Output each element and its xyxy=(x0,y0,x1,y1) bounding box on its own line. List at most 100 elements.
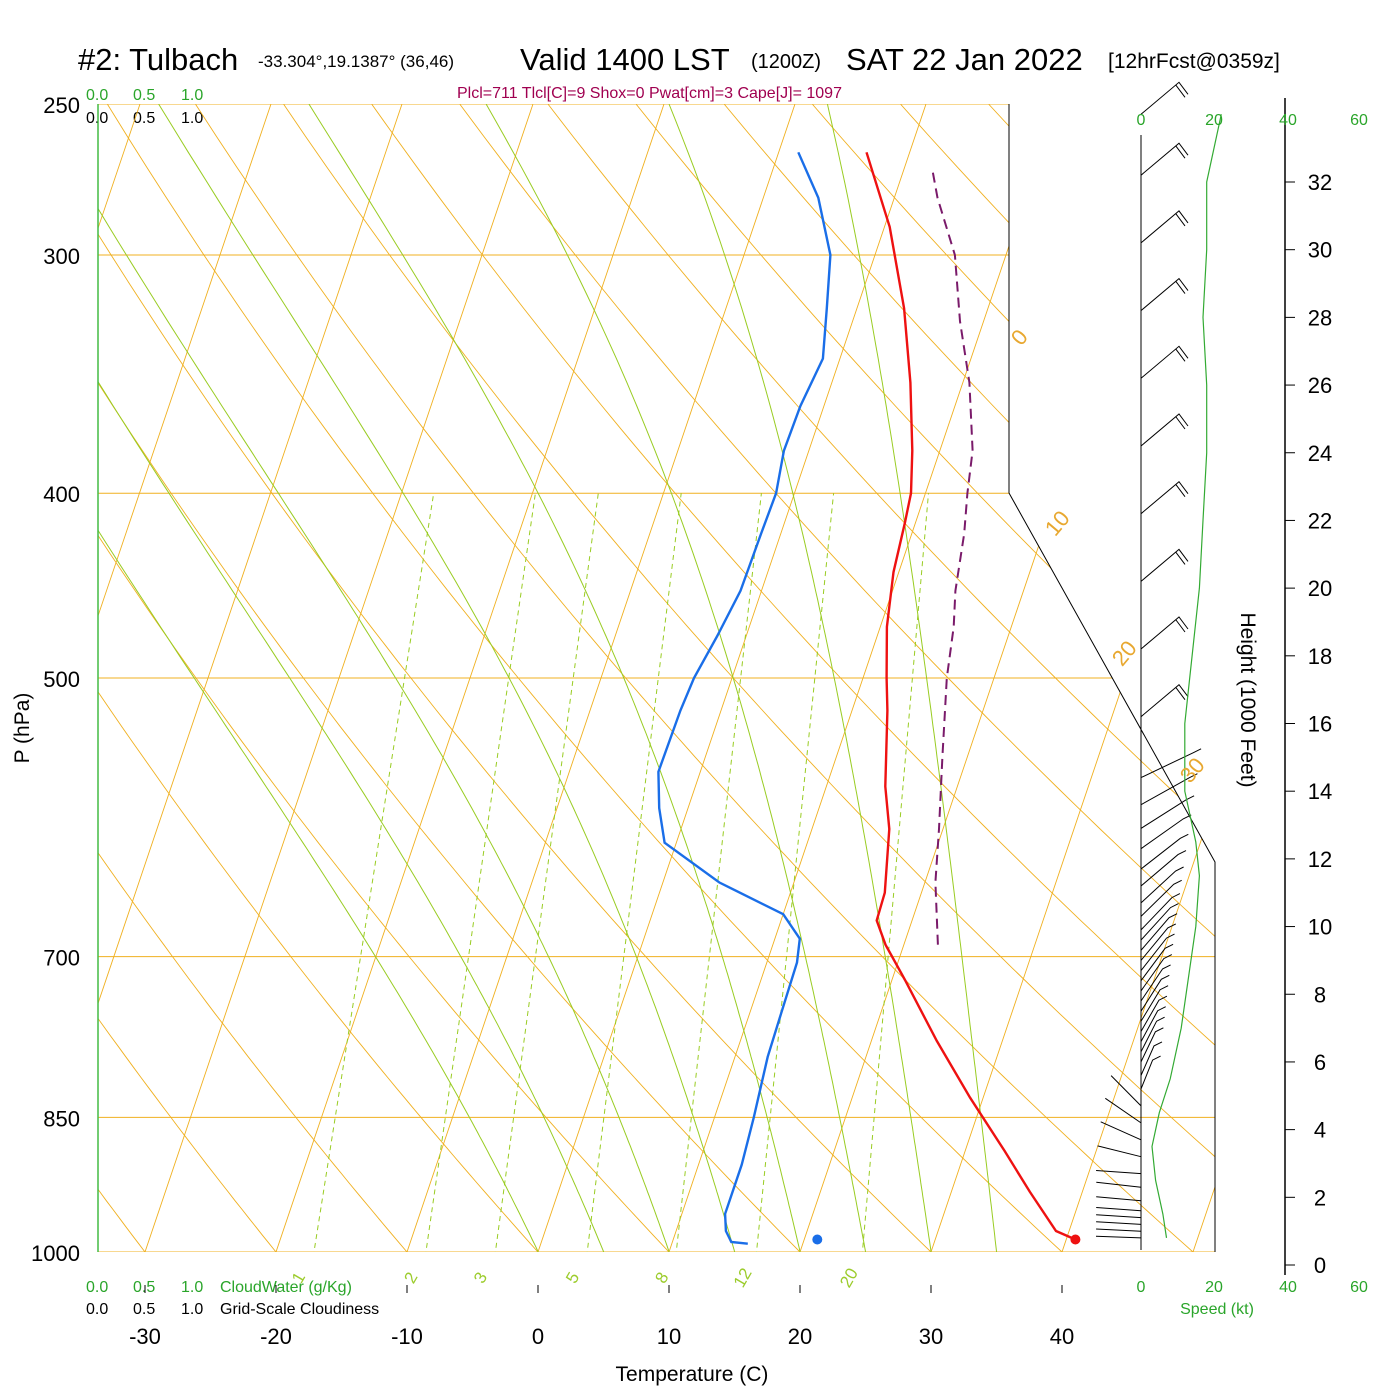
top-black-2: 1.0 xyxy=(181,110,203,127)
dry-adiabat xyxy=(753,104,1215,1252)
plot-boundary xyxy=(1008,104,1216,1252)
pressure-label: 500 xyxy=(43,667,80,692)
wind-speed-profile xyxy=(1151,114,1222,1238)
height-tick-label: 24 xyxy=(1308,441,1332,466)
wind-barb xyxy=(1140,943,1174,981)
x-tick-label: 0 xyxy=(532,1324,544,1349)
height-tick-label: 6 xyxy=(1314,1050,1326,1075)
isotherm-label-right: 10 xyxy=(1040,506,1075,541)
mixing-ratio-line xyxy=(489,493,599,1252)
cloudiness-label: Grid-Scale Cloudiness xyxy=(220,1301,379,1318)
isotherm xyxy=(392,104,819,1252)
isotherm-label-right: 0 xyxy=(1006,324,1033,349)
top-scale-green: 0.0 0.5 1.0 xyxy=(86,87,203,104)
wind-barb xyxy=(1140,974,1170,1012)
dry-adiabat xyxy=(98,104,1107,1252)
moist-adiabat xyxy=(445,104,874,1252)
wind-speed-ticks-bottom: 0 20 40 60 Speed (kt) xyxy=(1137,1279,1368,1318)
bottom-green-2: 1.0 xyxy=(181,1279,203,1296)
wind-barb xyxy=(1140,748,1202,779)
wind-barb xyxy=(1140,1055,1161,1090)
x-tick-label: 40 xyxy=(1050,1324,1074,1349)
wind-barb xyxy=(1096,1170,1142,1175)
mixing-ratio-label: 5 xyxy=(562,1269,583,1287)
surface-temperature-dot xyxy=(1070,1234,1081,1245)
height-tick-label: 12 xyxy=(1308,847,1332,872)
dry-adiabat xyxy=(409,104,1215,1252)
height-tick-label: 22 xyxy=(1308,508,1332,533)
height-tick-label: 10 xyxy=(1308,915,1332,940)
wind-barb xyxy=(1140,913,1178,951)
wind-barb xyxy=(1096,1214,1142,1219)
moist-adiabat xyxy=(98,104,621,1252)
dewpoint-line xyxy=(657,151,832,1245)
parcel-line xyxy=(931,167,974,945)
moist-adiabat xyxy=(810,104,1002,1252)
x-tick-label: -20 xyxy=(260,1324,292,1349)
wind-barb xyxy=(1140,1041,1163,1076)
wind-barb xyxy=(1140,683,1189,718)
bottom-black-2: 1.0 xyxy=(181,1301,203,1318)
isotherm xyxy=(1047,104,1215,1252)
bottom-scale-green: 0.0 0.5 1.0 CloudWater (g/Kg) xyxy=(86,1279,352,1296)
x-tick-label: 20 xyxy=(788,1324,812,1349)
bottom-scale-black: 0.0 0.5 1.0 Grid-Scale Cloudiness xyxy=(86,1301,379,1318)
isotherm xyxy=(523,104,950,1252)
dry-adiabat xyxy=(237,104,1215,1252)
surface-dewpoint-dot xyxy=(812,1234,823,1245)
height-axis-title: Height (1000 Feet) xyxy=(1236,612,1259,787)
valid-date: SAT 22 Jan 2022 xyxy=(846,42,1083,77)
mixing-ratio-label: 3 xyxy=(470,1269,491,1287)
y-axis-title: P (hPa) xyxy=(11,693,34,764)
height-tick-label: 20 xyxy=(1308,576,1332,601)
wind-speed-ticks-top: 0 20 40 60 xyxy=(1137,112,1368,129)
dry-adiabat xyxy=(151,104,1215,1252)
x-tick-label: -30 xyxy=(129,1324,161,1349)
dry-adiabat xyxy=(98,104,974,1252)
pressure-axis: 250 300 400 500 700 850 1000 xyxy=(31,93,80,1266)
wind-barb xyxy=(1097,1145,1142,1158)
wind-barb xyxy=(1140,933,1175,971)
wind-barb xyxy=(1096,1207,1142,1212)
wind-speed-top-60: 60 xyxy=(1350,112,1368,129)
isotherm xyxy=(1178,104,1215,1252)
height-tick-label: 18 xyxy=(1308,644,1332,669)
moist-adiabat xyxy=(116,104,747,1252)
moist-adiabat xyxy=(98,104,558,1252)
wind-barb xyxy=(1110,1075,1142,1107)
mixing-ratio-line xyxy=(671,493,762,1252)
dry-adiabat xyxy=(98,104,575,1252)
temperature-line xyxy=(865,151,1076,1241)
wind-barb xyxy=(1140,548,1189,582)
wind-barb xyxy=(1140,210,1189,244)
isotherm xyxy=(0,35,32,1292)
mixing-ratio-line xyxy=(307,493,435,1252)
mixing-ratio-line xyxy=(751,493,835,1252)
mixing-ratio-line xyxy=(858,493,929,1252)
isotherm xyxy=(130,104,557,1252)
mixing-ratio-label: 20 xyxy=(836,1265,862,1291)
wind-barb xyxy=(1096,1228,1142,1232)
wind-barb xyxy=(1096,1196,1142,1202)
dry-adiabat xyxy=(1011,104,1215,1252)
isotherm xyxy=(785,104,1212,1252)
height-tick-label: 0 xyxy=(1314,1253,1326,1278)
wind-barb xyxy=(1096,1181,1142,1188)
wind-barb xyxy=(1140,773,1198,806)
height-tick-label: 32 xyxy=(1308,170,1332,195)
station-coords: -33.304°,19.1387° (36,46) xyxy=(258,52,454,71)
dry-adiabat xyxy=(581,104,1215,1252)
wind-barb xyxy=(1140,879,1182,917)
dry-adiabat xyxy=(1183,104,1215,1252)
dry-adiabat xyxy=(323,104,1215,1252)
wind-barb xyxy=(1140,345,1189,379)
height-tick-label: 8 xyxy=(1314,982,1326,1007)
isotherm xyxy=(261,104,688,1252)
isotherm xyxy=(654,104,1081,1252)
pressure-label: 400 xyxy=(43,482,80,507)
pressure-label: 300 xyxy=(43,244,80,269)
valid-time: Valid 1400 LST xyxy=(520,42,730,77)
pressure-label: 1000 xyxy=(31,1241,80,1266)
wind-barb xyxy=(1095,1235,1142,1239)
top-scale-black: 0.0 0.5 1.0 xyxy=(86,110,203,127)
